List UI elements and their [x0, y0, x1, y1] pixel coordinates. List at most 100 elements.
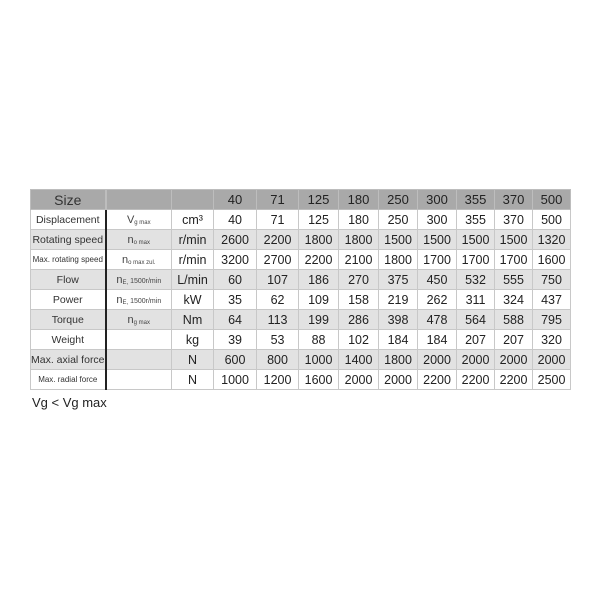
header-size-500: 500 [532, 189, 572, 210]
row-value: 39 [213, 329, 258, 350]
row-value: 1500 [417, 229, 458, 250]
table-row: Max. rotating speed no max zul. r/min 3200 2… [29, 249, 572, 270]
symbol-condition: 1500r/min [128, 277, 162, 285]
row-value: 2200 [417, 369, 458, 390]
table-row: Torque ng max Nm 64 113 199 286 398 478 564 588 795 [29, 309, 572, 330]
symbol-subscript: E, [122, 299, 129, 306]
row-unit: N [171, 349, 215, 370]
row-value: 478 [417, 309, 458, 330]
row-value: 262 [417, 289, 458, 310]
row-value: 2000 [417, 349, 458, 370]
row-symbol: nE, 1500r/min [105, 289, 173, 310]
header-size-125: 125 [298, 189, 340, 210]
row-value: 113 [256, 309, 300, 330]
row-label: Max. radial force [29, 369, 107, 390]
row-value: 3200 [213, 249, 258, 270]
row-value: 355 [456, 209, 496, 230]
symbol-subscript: o max zul. [128, 259, 156, 266]
row-value: 199 [298, 309, 340, 330]
row-value: 109 [298, 289, 340, 310]
row-value: 2000 [456, 349, 496, 370]
header-symbol-cell [105, 189, 173, 210]
row-value: 375 [378, 269, 419, 290]
row-value: 1700 [456, 249, 496, 270]
row-value: 1700 [417, 249, 458, 270]
row-unit: r/min [171, 229, 215, 250]
table-row: Max. radial force N 1000 1200 1600 2000 2000 22… [29, 369, 572, 390]
row-value: 219 [378, 289, 419, 310]
row-symbol [105, 369, 173, 390]
header-size-label: Size [29, 189, 107, 210]
symbol-subscript: o max [133, 239, 151, 246]
row-value: 311 [456, 289, 496, 310]
row-unit: kg [171, 329, 215, 350]
row-unit: r/min [171, 249, 215, 270]
row-value: 1200 [256, 369, 300, 390]
row-value: 1800 [378, 249, 419, 270]
row-value: 2000 [338, 369, 380, 390]
symbol-main: n [127, 233, 134, 246]
symbol-subscript: g max [134, 219, 151, 226]
row-label: Max. rotating speed [29, 249, 107, 270]
row-value: 53 [256, 329, 300, 350]
row-value: 40 [213, 209, 258, 230]
table-row: Weight kg 39 53 88 102 184 184 207 207 320 [29, 329, 572, 350]
row-unit: kW [171, 289, 215, 310]
row-value: 2500 [532, 369, 572, 390]
header-unit-cell [171, 189, 215, 210]
header-size-250: 250 [378, 189, 419, 210]
row-value: 2200 [298, 249, 340, 270]
symbol-condition: 1500r/min [128, 297, 162, 305]
symbol-main: n [122, 253, 129, 266]
header-size-40: 40 [213, 189, 258, 210]
header-size-355: 355 [456, 189, 496, 210]
row-value: 370 [494, 209, 534, 230]
row-value: 564 [456, 309, 496, 330]
row-value: 270 [338, 269, 380, 290]
header-row: Size 40 71 125 180 250 300 355 370 500 [29, 189, 572, 210]
row-label: Flow [29, 269, 107, 290]
row-value: 60 [213, 269, 258, 290]
row-label: Rotating speed [29, 229, 107, 250]
row-value: 1700 [494, 249, 534, 270]
footnote: Vg < Vg max [32, 395, 107, 410]
row-symbol: no max [105, 229, 173, 250]
row-symbol [105, 329, 173, 350]
row-value: 125 [298, 209, 340, 230]
row-value: 2700 [256, 249, 300, 270]
row-symbol: ng max [105, 309, 173, 330]
row-symbol [105, 349, 173, 370]
row-value: 64 [213, 309, 258, 330]
specification-table: Size 40 71 125 180 250 300 355 370 500 Displacemen… [29, 189, 572, 390]
row-label: Max. axial force [29, 349, 107, 370]
row-value: 1500 [456, 229, 496, 250]
row-value: 800 [256, 349, 300, 370]
row-value: 180 [338, 209, 380, 230]
table-row: Max. axial force N 600 800 1000 1400 1800 2000 2… [29, 349, 572, 370]
row-value: 250 [378, 209, 419, 230]
row-value: 184 [417, 329, 458, 350]
table-row: Rotating speed no max r/min 2600 2200 1800 180… [29, 229, 572, 250]
row-value: 207 [494, 329, 534, 350]
table-row: Power nE, 1500r/min kW 35 62 109 158 219 262 311 3… [29, 289, 572, 310]
header-size-370: 370 [494, 189, 534, 210]
row-value: 588 [494, 309, 534, 330]
row-value: 500 [532, 209, 572, 230]
row-value: 1500 [378, 229, 419, 250]
row-value: 2200 [256, 229, 300, 250]
row-value: 1800 [378, 349, 419, 370]
row-value: 1600 [532, 249, 572, 270]
row-value: 1000 [213, 369, 258, 390]
symbol-main: n [116, 273, 123, 286]
row-value: 300 [417, 209, 458, 230]
row-label: Displacement [29, 209, 107, 230]
row-symbol: no max zul. [105, 249, 173, 270]
row-value: 1000 [298, 349, 340, 370]
row-value: 1800 [338, 229, 380, 250]
row-label: Power [29, 289, 107, 310]
row-value: 1400 [338, 349, 380, 370]
header-size-71: 71 [256, 189, 300, 210]
row-value: 2200 [494, 369, 534, 390]
row-value: 1800 [298, 229, 340, 250]
row-unit: cm³ [171, 209, 215, 230]
